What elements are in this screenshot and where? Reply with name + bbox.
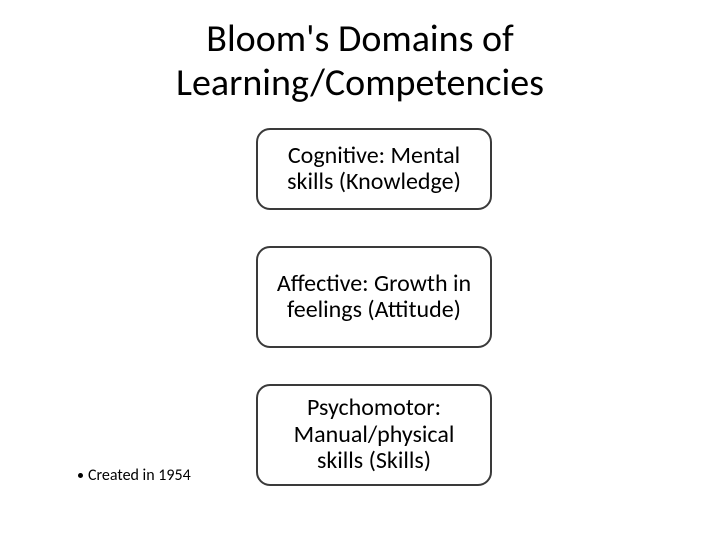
- bullet-icon: [78, 473, 83, 478]
- title-line-2: Learning/Competencies: [176, 60, 544, 106]
- domain-box-text: Psychomotor: Manual/physical skills (Ski…: [272, 395, 476, 474]
- slide: Bloom's Domains of Learning/Competencies…: [0, 0, 720, 540]
- domain-box-text: Affective: Growth in feelings (Attitude): [272, 271, 476, 324]
- slide-title: Bloom's Domains of Learning/Competencies: [0, 18, 720, 105]
- domain-box-cognitive: Cognitive: Mental skills (Knowledge): [256, 128, 492, 210]
- footnote-text: Created in 1954: [88, 466, 191, 485]
- domain-box-affective: Affective: Growth in feelings (Attitude): [256, 246, 492, 348]
- title-line-1: Bloom's Domains of: [206, 16, 513, 62]
- domain-box-psychomotor: Psychomotor: Manual/physical skills (Ski…: [256, 384, 492, 486]
- domain-box-text: Cognitive: Mental skills (Knowledge): [272, 143, 476, 196]
- footnote: Created in 1954: [78, 466, 191, 485]
- domain-boxes: Cognitive: Mental skills (Knowledge) Aff…: [256, 128, 492, 522]
